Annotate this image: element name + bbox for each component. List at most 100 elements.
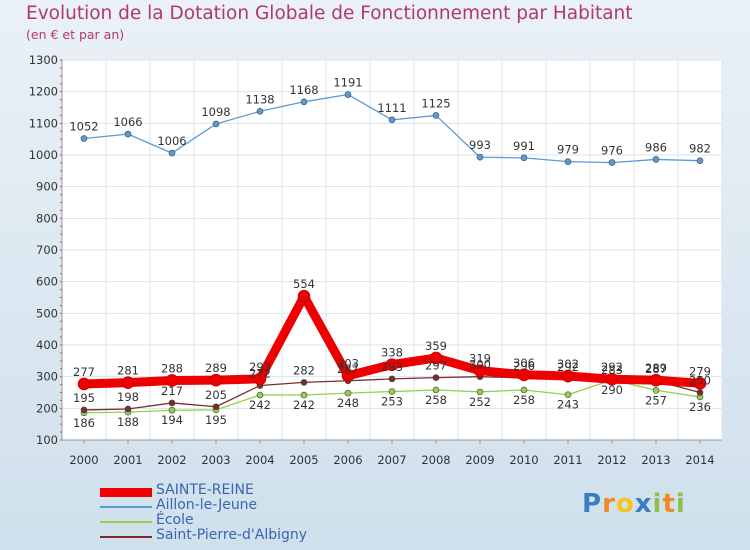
data-label--cole: 258 <box>513 393 535 407</box>
y-tick-label: 1200 <box>29 85 58 99</box>
data-label-aillon-le-jeune: 1052 <box>69 120 98 134</box>
data-point-sainte-reine <box>77 377 91 391</box>
x-tick-label: 2001 <box>113 453 142 467</box>
data-label-sainte-reine: 302 <box>557 357 579 371</box>
y-tick-label: 800 <box>36 211 58 225</box>
data-point-saint-pierre-d-albigny <box>696 389 704 396</box>
data-point-aillon-le-jeune <box>652 156 660 163</box>
data-label-saint-pierre-d-albigny: 293 <box>381 360 403 374</box>
data-point--cole <box>652 386 660 394</box>
data-label-sainte-reine: 289 <box>645 361 667 375</box>
legend-label: Saint-Pierre-d'Albigny <box>156 527 308 543</box>
data-point-sainte-reine <box>165 374 179 387</box>
data-point-sainte-reine <box>605 372 619 386</box>
x-tick-label: 2009 <box>465 453 494 467</box>
data-point--cole <box>432 386 440 394</box>
data-point-aillon-le-jeune <box>168 149 176 157</box>
x-tick-label: 2010 <box>509 453 538 467</box>
data-point-sainte-reine <box>209 373 223 387</box>
data-point--cole <box>168 406 176 414</box>
data-label-aillon-le-jeune: 1006 <box>157 134 186 148</box>
data-label-aillon-le-jeune: 993 <box>469 138 491 152</box>
chart-title: Evolution de la Dotation Globale de Fonc… <box>26 3 633 24</box>
y-tick-label: 400 <box>36 338 58 352</box>
data-label-aillon-le-jeune: 1125 <box>421 96 450 110</box>
y-tick-label: 100 <box>36 433 58 447</box>
data-point-aillon-le-jeune <box>212 120 220 128</box>
data-label-saint-pierre-d-albigny: 195 <box>73 391 95 405</box>
logo-letter: P <box>582 489 603 519</box>
legend-label: École <box>156 512 194 528</box>
y-tick-label: 300 <box>36 370 58 384</box>
data-point-sainte-reine <box>253 372 267 386</box>
data-point-aillon-le-jeune <box>696 157 704 164</box>
data-point-sainte-reine <box>517 368 531 382</box>
data-point-sainte-reine <box>561 369 575 383</box>
logo-letter: o <box>615 489 635 519</box>
data-point-sainte-reine <box>121 376 135 389</box>
data-point-aillon-le-jeune <box>388 116 396 124</box>
data-point--cole <box>300 391 308 399</box>
data-label-saint-pierre-d-albigny: 205 <box>205 388 227 402</box>
data-label-sainte-reine: 338 <box>381 346 403 360</box>
y-tick-label: 1300 <box>29 53 58 67</box>
data-label-aillon-le-jeune: 982 <box>689 142 711 156</box>
data-label--cole: 252 <box>469 395 491 409</box>
y-tick-label: 700 <box>36 243 58 257</box>
legend-label: SAINTE-REINE <box>156 482 254 498</box>
x-tick-label: 2011 <box>553 453 582 467</box>
data-point--cole <box>520 386 528 394</box>
data-label--cole: 242 <box>293 398 315 412</box>
legend-swatch <box>100 536 152 538</box>
data-point--cole <box>344 389 352 397</box>
data-label--cole: 195 <box>205 413 227 427</box>
data-label-aillon-le-jeune: 1138 <box>245 92 274 106</box>
data-label-aillon-le-jeune: 1191 <box>333 76 362 90</box>
x-tick-label: 2006 <box>333 453 362 467</box>
data-label-saint-pierre-d-albigny: 300 <box>469 358 491 372</box>
data-point-saint-pierre-d-albigny <box>388 375 396 383</box>
data-label-aillon-le-jeune: 991 <box>513 139 535 153</box>
data-label-aillon-le-jeune: 1111 <box>377 101 406 115</box>
data-point--cole <box>388 388 396 395</box>
data-label-saint-pierre-d-albigny: 287 <box>337 362 359 376</box>
y-tick-label: 200 <box>36 401 58 415</box>
data-label-aillon-le-jeune: 1066 <box>113 115 142 129</box>
proxiti-logo: Proxiti <box>582 489 686 519</box>
data-label--cole: 253 <box>381 395 403 409</box>
data-label-aillon-le-jeune: 1098 <box>201 105 230 119</box>
data-label-saint-pierre-d-albigny: 198 <box>117 390 139 404</box>
data-point-aillon-le-jeune <box>344 91 352 98</box>
x-tick-label: 2002 <box>157 453 186 467</box>
data-label--cole: 242 <box>249 398 271 412</box>
data-point-aillon-le-jeune <box>476 153 484 161</box>
chart-subtitle: (en € et par an) <box>26 27 125 42</box>
data-label-sainte-reine: 554 <box>293 277 315 291</box>
data-label-sainte-reine: 293 <box>249 360 271 374</box>
data-point-aillon-le-jeune <box>520 154 528 162</box>
data-point-aillon-le-jeune <box>608 159 616 166</box>
data-point-saint-pierre-d-albigny <box>80 406 88 414</box>
data-point-sainte-reine <box>473 364 487 377</box>
data-label-sainte-reine: 303 <box>337 357 359 371</box>
data-label-saint-pierre-d-albigny: 296 <box>513 359 535 373</box>
data-point-sainte-reine <box>649 373 663 387</box>
data-label-sainte-reine: 292 <box>601 360 623 374</box>
data-point--cole <box>476 388 484 396</box>
logo-letter: i <box>652 489 663 519</box>
data-label--cole: 188 <box>117 415 139 429</box>
data-label-sainte-reine: 277 <box>73 365 95 379</box>
data-point-sainte-reine <box>385 358 399 371</box>
data-label-sainte-reine: 288 <box>161 361 183 375</box>
data-label--cole: 258 <box>425 393 447 407</box>
data-label-sainte-reine: 289 <box>205 361 227 375</box>
x-tick-label: 2005 <box>289 453 318 467</box>
legend-swatch <box>100 506 152 508</box>
data-label--cole: 236 <box>689 400 711 414</box>
x-tick-label: 2008 <box>421 453 450 467</box>
data-point-aillon-le-jeune <box>80 135 88 142</box>
x-tick-label: 2012 <box>597 453 626 467</box>
data-label--cole: 248 <box>337 396 359 410</box>
data-label-sainte-reine: 279 <box>689 364 711 378</box>
